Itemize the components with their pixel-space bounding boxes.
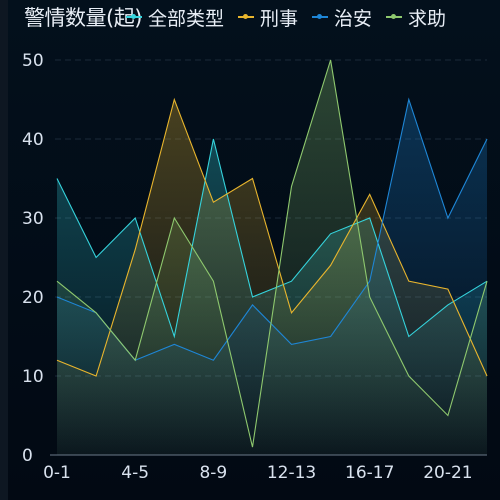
legend-criminal-label: 刑事 — [260, 7, 299, 30]
series-line — [56, 138, 488, 339]
series-area — [57, 60, 487, 455]
legend-public-order-marker-icon — [312, 12, 329, 22]
x-tick-label: 0-1 — [43, 463, 71, 483]
chart-legend: 全部类型 刑事 治安 求助 — [126, 4, 446, 30]
legend-item-criminal[interactable]: 刑事 — [238, 4, 298, 31]
panel-left-border — [0, 0, 8, 500]
legend-item-assistance[interactable]: 求助 — [386, 4, 446, 31]
y-tick-label: 40 — [22, 130, 44, 150]
series-line — [56, 97, 488, 377]
x-tick-label: 4-5 — [121, 463, 149, 483]
legend-assistance-label: 求助 — [408, 7, 447, 30]
axis-labels: 0 10 20 30 40 50 0-1 4-5 8-9 12-13 16-17 20-21 — [22, 51, 473, 483]
legend-all-marker-icon — [126, 12, 142, 22]
y-tick-label: 0 — [22, 446, 33, 466]
legend-public-order-label: 治安 — [334, 7, 373, 30]
series-line — [56, 59, 488, 448]
series-lines — [56, 59, 488, 448]
y-tick-label: 30 — [22, 209, 44, 229]
chart-title: 警情数量(起) — [24, 6, 142, 30]
legend-all-label: 全部类型 — [148, 7, 225, 30]
x-tick-label: 16-17 — [345, 463, 394, 483]
y-tick-label: 50 — [22, 51, 44, 71]
legend-assistance-marker-icon — [386, 12, 403, 22]
y-tick-label: 10 — [22, 367, 44, 387]
legend-item-public-order[interactable]: 治安 — [312, 4, 372, 31]
x-tick-label: 20-21 — [423, 463, 472, 483]
legend-item-all[interactable]: 全部类型 — [126, 4, 224, 31]
x-tick-label: 12-13 — [267, 463, 316, 483]
series-areas — [57, 60, 487, 455]
x-tick-label: 8-9 — [199, 463, 227, 483]
legend-criminal-marker-icon — [238, 12, 255, 22]
y-tick-label: 20 — [22, 288, 44, 308]
